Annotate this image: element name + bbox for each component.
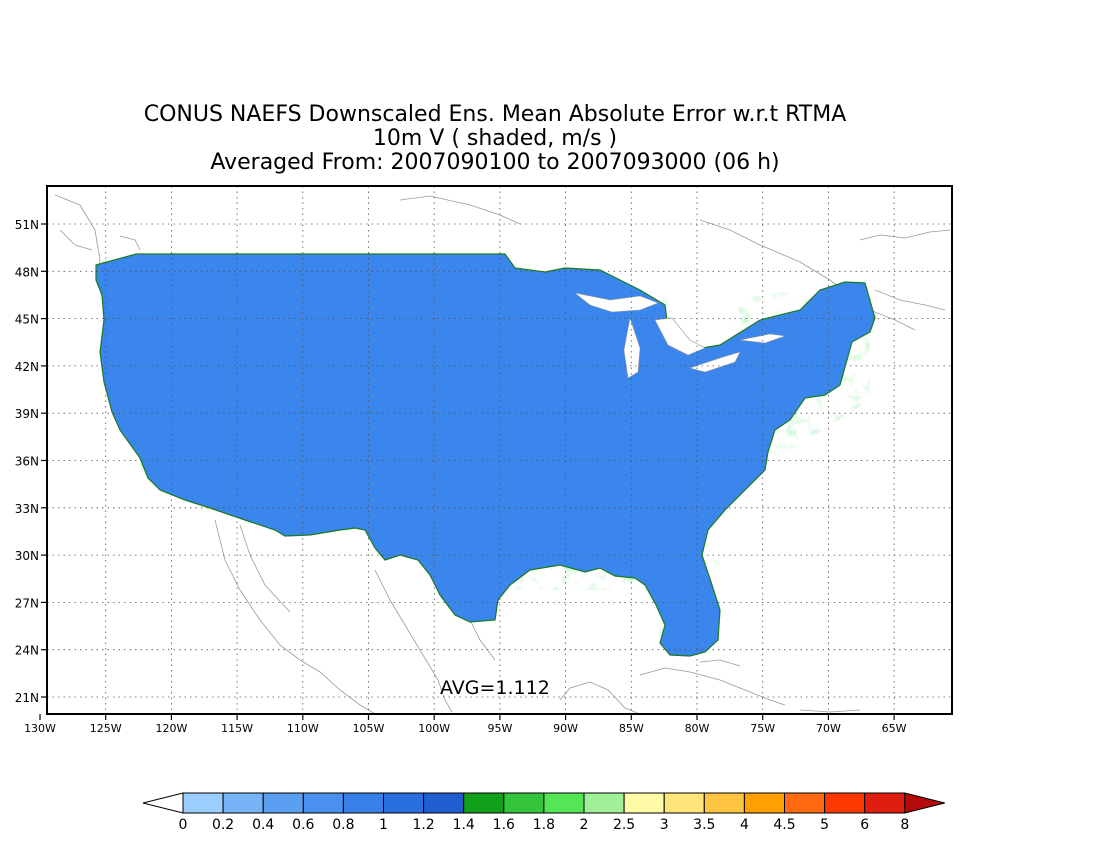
lon-label: 115W [221,722,253,735]
colorbar-label: 1.4 [453,817,475,833]
lon-label: 105W [353,722,385,735]
latitude-labels: 51N 48N 45N 42N 39N 36N 33N 30N 27N 24N 21N [15,218,47,705]
lat-label: 42N [15,360,39,374]
colorbar-box [222,792,264,814]
colorbar-box [383,792,425,814]
colorbar-label: 2 [580,817,589,833]
colorbar-label: 1.6 [493,817,515,833]
lat-label: 27N [15,596,39,610]
lon-label: 80W [685,722,710,735]
colorbar-label: 2.5 [613,817,635,833]
colorbar-label: 3.5 [693,817,715,833]
colorbar-label: 8 [900,817,909,833]
colorbar: 0 0.2 0.4 0.6 0.8 1 1.2 1.4 1.6 1.8 2 2.5 3 3.5 4 4.5 5 6… [142,792,945,833]
colorbar-label: 1.8 [533,817,555,833]
colorbar-box [663,792,705,814]
lon-label: 65W [882,722,907,735]
colorbar-label: 3 [660,817,669,833]
lat-label: 21N [15,691,39,705]
colorbar-box [784,792,826,814]
colorbar-label: 4 [740,817,749,833]
lon-label: 130W [24,722,56,735]
colorbar-box [503,792,545,814]
colorbar-box [623,792,665,814]
lon-label: 95W [487,722,512,735]
colorbar-box [463,792,505,814]
colorbar-label: 0 [179,817,188,833]
lat-label: 36N [15,455,39,469]
colorbar-box [543,792,585,814]
colorbar-under-arrow [142,792,184,814]
chart-title-line1: CONUS NAEFS Downscaled Ens. Mean Absolut… [143,102,847,127]
great-lakes [574,292,786,379]
lon-label: 75W [750,722,775,735]
lat-label: 24N [15,644,39,658]
lat-label: 30N [15,549,39,563]
colorbar-label: 0.6 [292,817,314,833]
colorbar-label: 0.4 [252,817,274,833]
lon-label: 125W [90,722,122,735]
colorbar-label: 5 [820,817,829,833]
colorbar-label: 1 [379,817,388,833]
colorbar-box [743,792,786,814]
lon-label: 110W [287,722,319,735]
avg-label: AVG=1.112 [440,677,550,699]
colorbar-box [182,792,224,814]
lat-label: 39N [15,407,39,421]
lat-label: 48N [15,265,39,279]
colorbar-label: 1.2 [412,817,434,833]
chart-title-line2: 10m V ( shaded, m/s ) [372,126,618,151]
lon-label: 85W [619,722,644,735]
lon-label: 100W [418,722,450,735]
colorbar-box [342,792,384,814]
colorbar-label: 0.2 [212,817,234,833]
lat-label: 33N [15,502,39,516]
colorbar-box [583,792,625,814]
chart-title-line3: Averaged From: 2007090100 to 2007093000 … [210,150,780,175]
colorbar-box [703,792,745,814]
lon-label: 90W [553,722,578,735]
colorbar-box [824,792,866,814]
colorbar-box [423,792,465,814]
colorbar-label: 6 [860,817,869,833]
colorbar-box [302,792,344,814]
lat-label: 51N [15,218,39,232]
lat-label: 45N [15,313,39,327]
colorbar-over-arrow [904,792,945,814]
colorbar-box [864,792,906,814]
lon-label: 120W [155,722,187,735]
colorbar-box [262,792,304,814]
lon-label: 70W [816,722,841,735]
longitude-labels: 130W 125W 120W 115W 110W 105W 100W 95W 90W 85W 80W… [24,714,907,735]
lat-lon-grid [47,186,952,714]
colorbar-label: 0.8 [332,817,354,833]
colorbar-label: 4.5 [773,817,795,833]
